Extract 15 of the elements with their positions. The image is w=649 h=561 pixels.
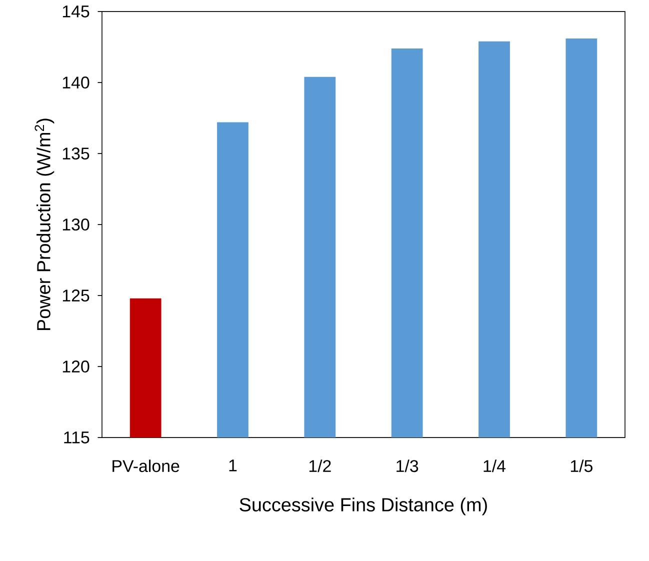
y-tick-label: 135: [62, 148, 90, 160]
y-tick-label: 130: [62, 218, 90, 231]
y-tick-label: 120: [62, 360, 90, 373]
x-tick-label: 1: [229, 460, 237, 472]
x-tick-label: PV-alone: [112, 460, 180, 472]
y-tick-label: 145: [62, 6, 90, 18]
x-tick-label: 1/3: [396, 460, 418, 472]
y-tick-label: 125: [62, 290, 90, 302]
y-tick-label: 140: [62, 76, 90, 88]
y-tick-label: 115: [64, 432, 90, 444]
x-axis-title: Successive Fins Distance (m): [240, 498, 487, 516]
x-tick-label: 1/5: [570, 460, 592, 472]
x-tick-label: 1/2: [309, 460, 331, 472]
y-axis-title: Power Production (W/m$^{2}$): [34, 118, 54, 330]
x-tick-label: 1/4: [484, 460, 506, 472]
